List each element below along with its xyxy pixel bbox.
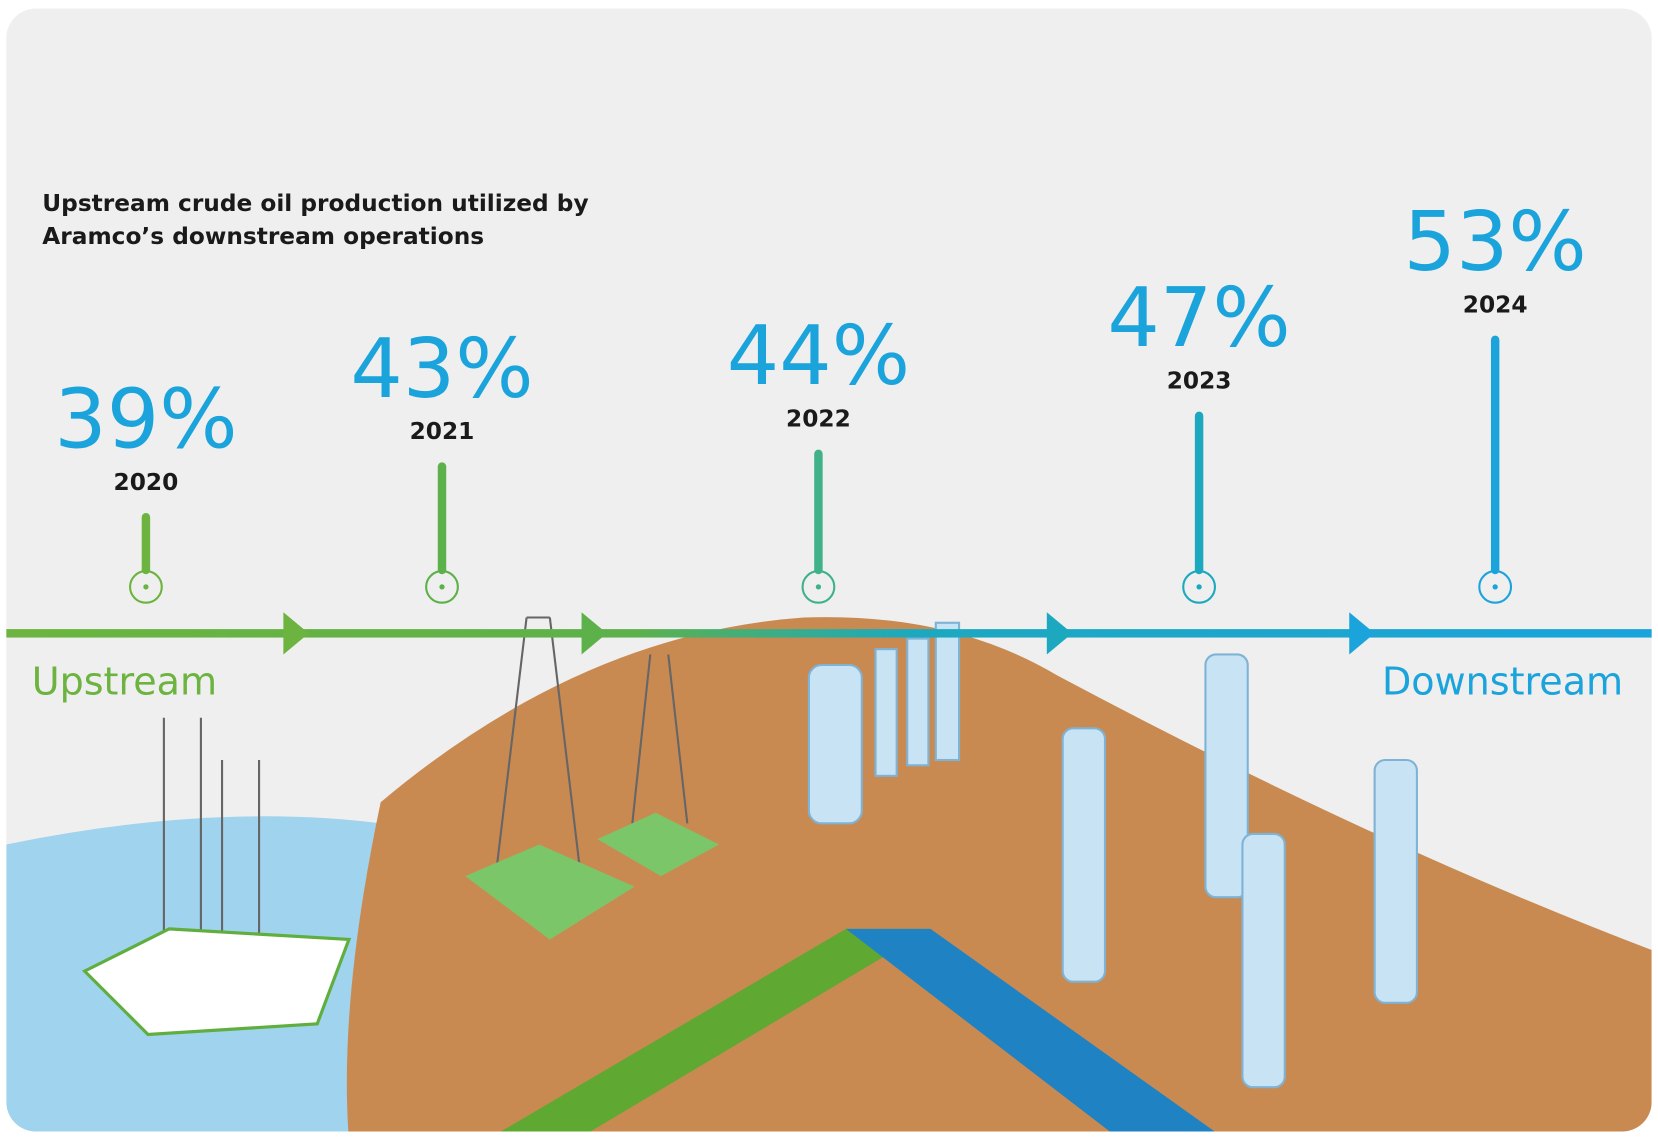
marker-ring [801,570,836,604]
timeline [6,629,1652,638]
marker-ring [1478,570,1513,604]
marker-dot [1492,584,1498,590]
year-label: 2022 [786,405,851,432]
chart-title: Upstream crude oil production utilized b… [42,190,588,217]
year-label: 2023 [1167,367,1232,394]
year-label: 2024 [1463,291,1528,318]
value-label: 47% [1107,271,1290,366]
value-label: 43% [350,322,533,417]
year-label: 2021 [410,418,475,445]
marker-dot [143,584,149,590]
landscape [6,616,1652,1132]
marker-dot [1196,584,1202,590]
value-label: 39% [54,373,237,468]
road-blue [845,928,1227,1132]
marker-ring [425,570,459,604]
marker-dot [439,584,445,590]
annotation: Upstream [32,660,217,704]
year-label: 2020 [114,469,179,496]
value-label: 44% [727,309,910,404]
refinery [807,621,1418,1089]
rig-pad [465,844,635,940]
marker-ring [129,570,163,604]
value-label: 53% [1404,195,1587,290]
chart-title: Aramco’s downstream operations [42,223,484,250]
timeline-arrows [283,612,1375,655]
marker-dot [815,584,822,590]
rig-pad [597,812,720,877]
marker-ring [1182,570,1217,604]
platform [81,927,352,1037]
road-green [486,928,931,1132]
land [346,617,1652,1132]
rigs [162,616,689,1014]
annotation: Downstream [1382,660,1623,704]
